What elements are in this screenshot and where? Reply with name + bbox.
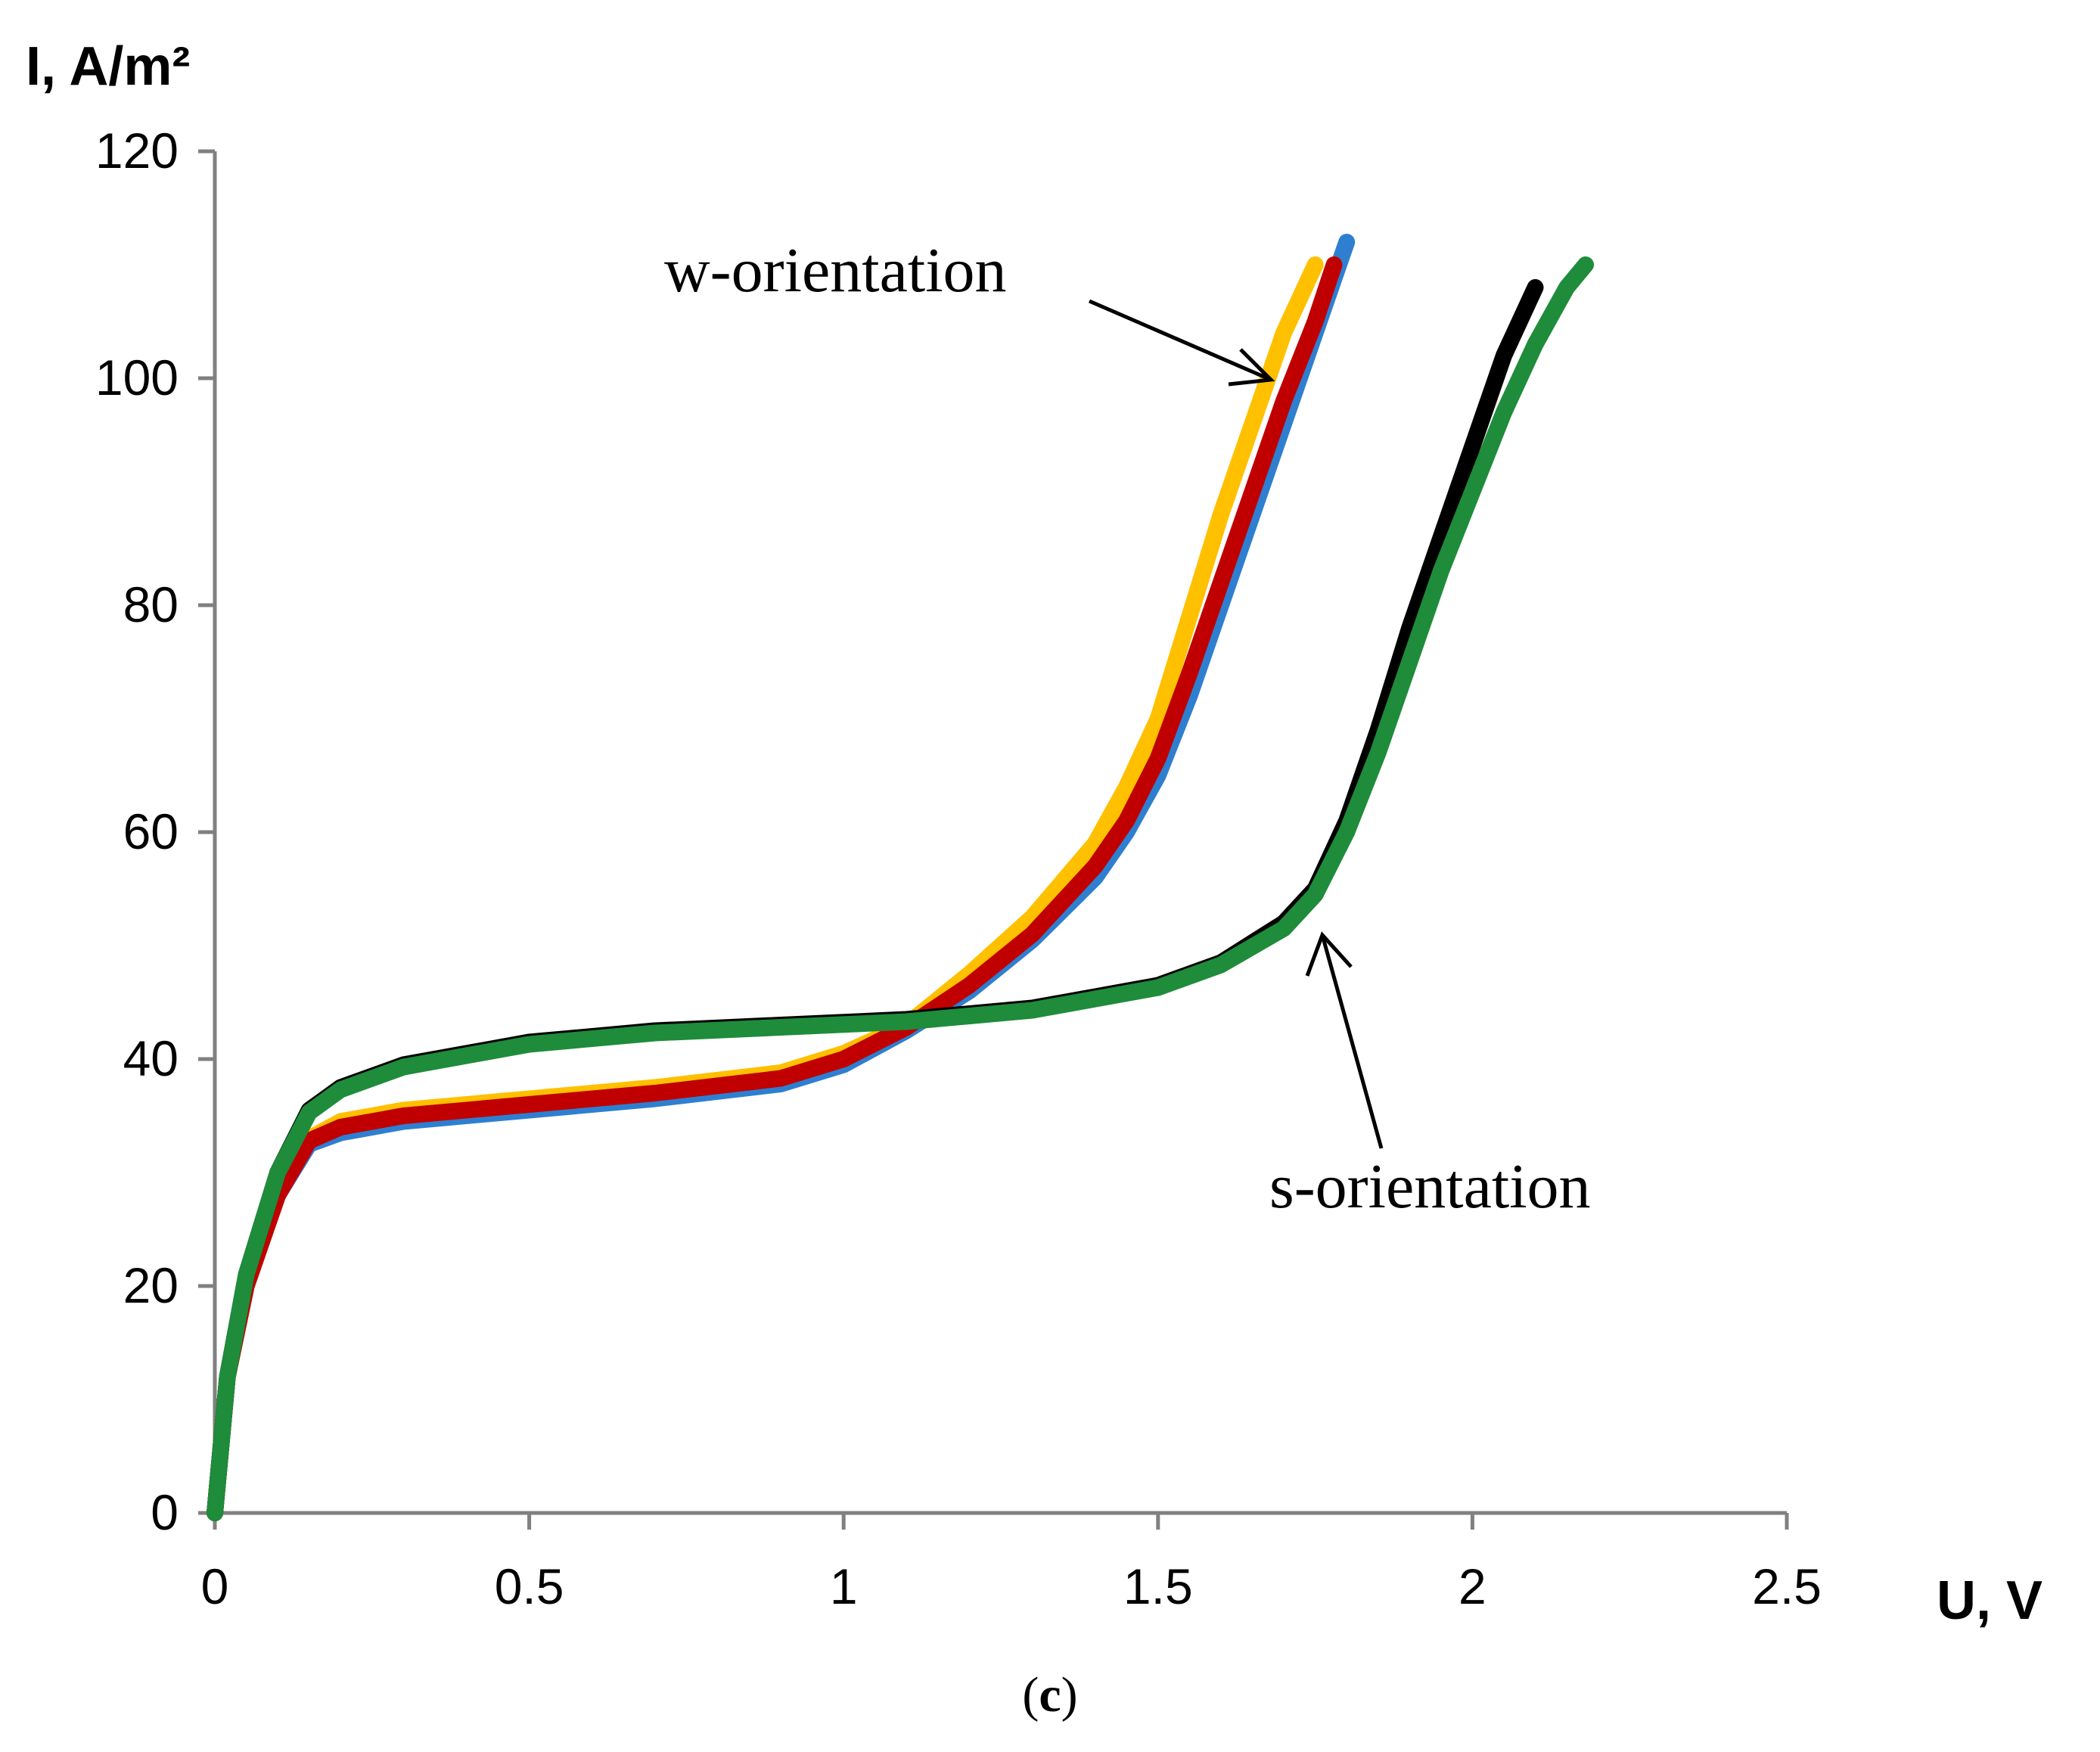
x-tick-label: 0 xyxy=(201,1558,229,1614)
s-orientation-arrow xyxy=(1305,931,1384,1149)
y-tick-label: 40 xyxy=(123,1030,179,1086)
x-tick-label: 1 xyxy=(830,1558,858,1614)
series-line-1 xyxy=(207,234,1356,1521)
y-tick-label: 0 xyxy=(151,1484,179,1540)
y-tick-label: 80 xyxy=(123,576,179,632)
series-line-3 xyxy=(207,256,1343,1521)
figure-caption: (c) xyxy=(1022,1667,1077,1722)
series-line-4 xyxy=(207,279,1544,1521)
y-tick-label: 120 xyxy=(95,123,179,179)
series-line-2 xyxy=(207,256,1324,1521)
y-tick-label: 20 xyxy=(123,1257,179,1313)
caption-letter: c xyxy=(1039,1667,1061,1722)
x-tick-label: 2.5 xyxy=(1752,1558,1822,1614)
x-ticks: 0 0.5 1 1.5 2 2.5 xyxy=(201,1513,1822,1614)
y-ticks: 0 20 40 60 80 100 120 xyxy=(95,123,215,1540)
s-orientation-label: s-orientation xyxy=(1269,1151,1591,1222)
series-layer xyxy=(207,234,1594,1521)
x-tick-label: 0.5 xyxy=(495,1558,564,1614)
x-tick-label: 2 xyxy=(1459,1558,1486,1614)
y-axis-title: I, A/m² xyxy=(26,36,190,97)
w-orientation-label: w-orientation xyxy=(664,235,1007,306)
x-tick-label: 1.5 xyxy=(1123,1558,1193,1614)
x-axis-title: U, V xyxy=(1937,1570,2043,1631)
y-tick-label: 60 xyxy=(123,803,179,859)
series-line-5 xyxy=(207,256,1594,1521)
w-orientation-arrow xyxy=(1089,299,1275,387)
y-tick-label: 100 xyxy=(95,349,179,405)
